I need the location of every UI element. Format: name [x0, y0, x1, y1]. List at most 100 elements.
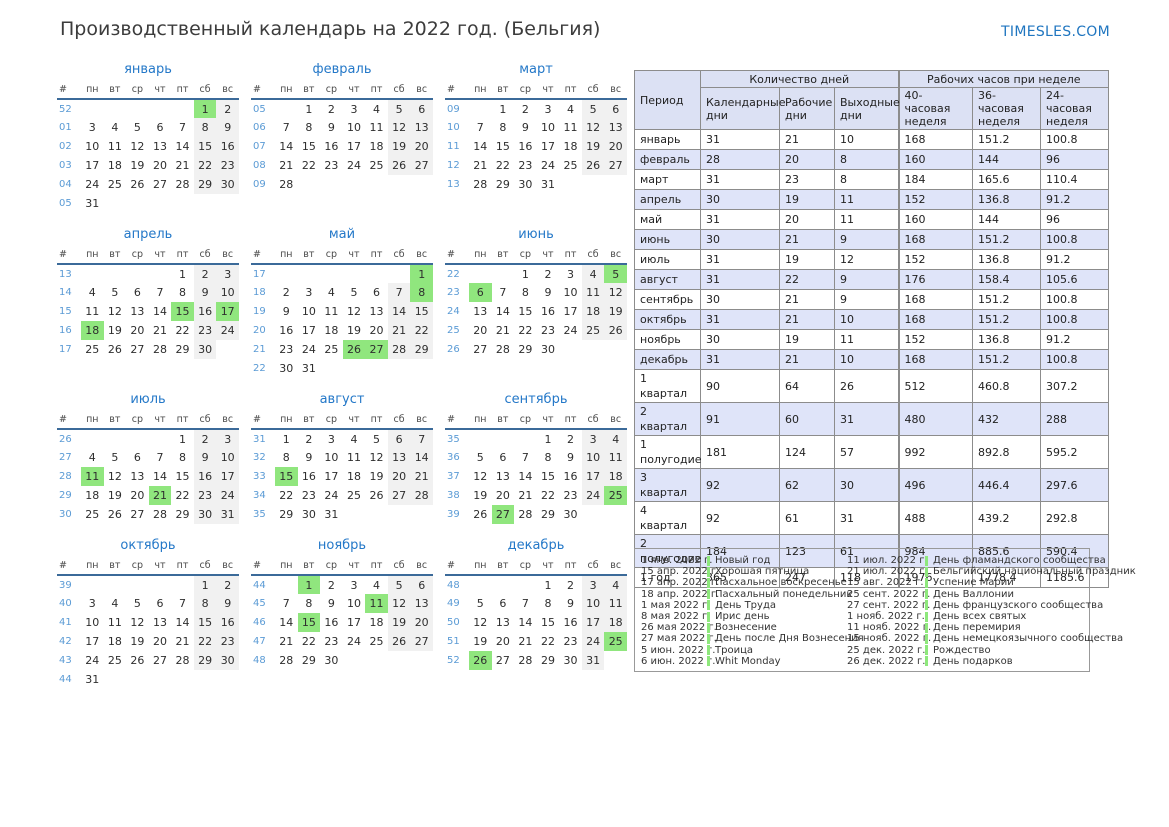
day-cell: 1	[282, 432, 290, 446]
stats-value-cell: 168	[897, 309, 973, 330]
stats-value-cell: 91.2	[1040, 249, 1109, 270]
empty-day-cell	[216, 194, 239, 213]
empty-day-cell	[104, 575, 127, 594]
day-cell: 2	[327, 102, 335, 116]
weekday-header: вс	[222, 84, 234, 95]
weekday-header: сб	[199, 414, 211, 425]
weekday-header: вт	[497, 414, 509, 425]
stats-row: сентябрь 30 21 9 168 151.2 100.8	[634, 289, 1109, 310]
day-cell: 19	[107, 324, 122, 337]
day-cell: 14	[279, 140, 294, 153]
week-number: 47	[253, 636, 266, 647]
month-table: # пн вт ср чт пт сб вс 44 1 2 3 4 5 6 45 7 8 9 10 11 12 13 46 14…	[251, 558, 433, 670]
empty-day-cell	[126, 99, 149, 118]
stats-row: 1 год 365 247 118 1976 1778.4 1185.6	[634, 567, 1109, 588]
weekday-header: пн	[474, 560, 487, 571]
day-cell: 15	[275, 467, 298, 486]
week-number: 26	[447, 344, 460, 355]
week-number: 32	[253, 452, 266, 463]
stats-value-cell: 432	[972, 402, 1041, 436]
day-cell: 15	[193, 137, 217, 156]
empty-day-cell	[320, 264, 343, 283]
stats-row: декабрь 31 21 10 168 151.2 100.8	[634, 349, 1109, 370]
stats-value-cell: 21	[779, 349, 835, 370]
week-row: 02 10 11 12 13 14 15 16	[57, 137, 239, 156]
week-number: 35	[447, 433, 460, 445]
day-cell: 3	[327, 432, 335, 446]
day-cell: 21	[410, 467, 433, 486]
empty-day-cell	[410, 359, 433, 378]
day-cell: 25	[563, 159, 578, 172]
day-cell: 15	[301, 140, 316, 153]
stats-value-cell: 1778.4	[972, 567, 1041, 588]
stats-period-cell: март	[634, 169, 701, 190]
stats-value-cell: 136.8	[972, 329, 1041, 350]
empty-day-cell	[81, 99, 104, 118]
site-link[interactable]: TIMESLES.COM	[1001, 24, 1110, 40]
stats-period-cell: январь	[634, 129, 701, 150]
day-cell: 29	[279, 508, 294, 521]
legend-date: 27 сент. 2022 г.	[847, 599, 931, 611]
legend-date: 15 авг. 2022 г.	[847, 577, 924, 589]
weekday-header: вт	[109, 414, 121, 425]
month-title: апрель	[123, 227, 173, 242]
legend-entry: 1 мая 2022 г. День Труда	[641, 600, 845, 611]
day-cell: 15	[297, 613, 321, 632]
month-title: июль	[130, 392, 166, 407]
day-cell: 6	[156, 121, 164, 134]
weekday-header: пт	[370, 84, 383, 95]
week-number: 18	[253, 287, 266, 298]
week-row: 35 29 30 31	[251, 505, 433, 524]
weekday-header: пт	[564, 249, 577, 260]
weekday-header: чт	[154, 560, 166, 571]
day-cell: 20	[495, 489, 510, 502]
month-9: сентябрь # пн вт ср чт пт сб вс 35 1 2 3 4 36 5 6 7 8 9 10 11…	[445, 392, 627, 524]
stats-value-cell: 100.8	[1040, 129, 1109, 150]
day-cell: 25	[581, 321, 605, 340]
stats-value-cell: 1185.6	[1040, 567, 1109, 588]
empty-day-cell	[469, 99, 492, 118]
stats-value-cell: 21	[779, 129, 835, 150]
legend-entry: 6 июн. 2022 г. Whit Monday	[641, 656, 845, 667]
week-col-header: #	[253, 560, 261, 571]
empty-day-cell	[388, 651, 411, 670]
empty-day-cell	[104, 99, 127, 118]
day-cell: 5	[387, 575, 411, 594]
day-cell: 1	[521, 267, 529, 281]
day-cell: 16	[193, 302, 217, 321]
stats-row: январь 31 21 10 168 151.2 100.8	[634, 129, 1109, 150]
stats-period-cell: 2 квартал	[634, 402, 701, 436]
weekday-header: чт	[154, 84, 166, 95]
day-cell: 26	[342, 340, 366, 359]
day-cell: 4	[88, 286, 96, 299]
week-row: 43 24 25 26 27 28 29 30	[57, 651, 239, 670]
stats-value-cell: 31	[834, 402, 899, 436]
day-cell: 1	[410, 264, 433, 283]
empty-day-cell	[104, 264, 127, 283]
day-cell: 14	[518, 470, 533, 483]
week-number: 52	[59, 103, 72, 115]
day-cell: 4	[327, 286, 335, 299]
week-number: 07	[253, 141, 266, 152]
day-cell: 7	[179, 121, 187, 134]
day-cell: 6	[499, 451, 507, 464]
legend-entry: 27 мая 2022 г. День после Дня Вознесения	[641, 633, 864, 644]
day-cell: 9	[193, 448, 217, 467]
day-cell: 17	[346, 140, 361, 153]
stats-row: май 31 20 11 160 144 96	[634, 209, 1109, 230]
day-cell: 16	[301, 470, 316, 483]
day-cell: 8	[305, 597, 313, 610]
week-number: 10	[447, 122, 460, 133]
stats-value-cell: 31	[700, 309, 780, 330]
month-title: октябрь	[120, 538, 176, 553]
holiday-marker-icon	[925, 566, 928, 577]
empty-day-cell	[104, 670, 127, 689]
weekday-header: вс	[610, 560, 622, 571]
stats-value-cell: 8	[834, 169, 899, 190]
day-cell: 5	[373, 432, 381, 446]
legend-entry: 1 нояб. 2022 г. День всех святых	[847, 611, 1136, 622]
stats-value-cell: 151.2	[972, 229, 1041, 250]
day-cell: 22	[301, 635, 316, 648]
month-7: июль # пн вт ср чт пт сб вс 26 1 2 3 27 4 5 6 7 8 9 10 28 11 12…	[57, 392, 239, 524]
day-cell: 26	[469, 651, 492, 670]
